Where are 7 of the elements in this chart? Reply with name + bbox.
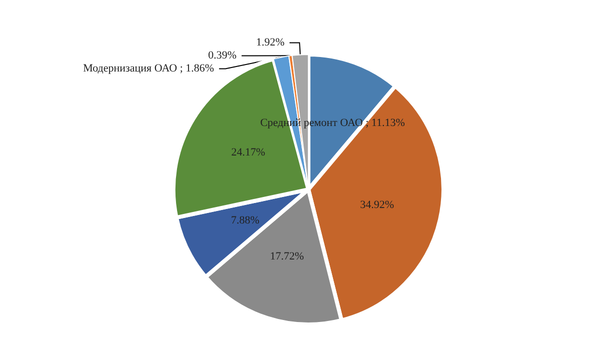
data-label: 1.92%	[256, 36, 285, 49]
data-label: 34.92%	[360, 199, 394, 212]
data-label: 24.17%	[231, 146, 266, 159]
data-label: 17.72%	[270, 250, 304, 263]
slice-label: Модернизация ОАО ; 1.86%	[83, 62, 214, 75]
data-label: 0.39%	[208, 50, 237, 62]
data-label: 7.88%	[230, 214, 260, 227]
